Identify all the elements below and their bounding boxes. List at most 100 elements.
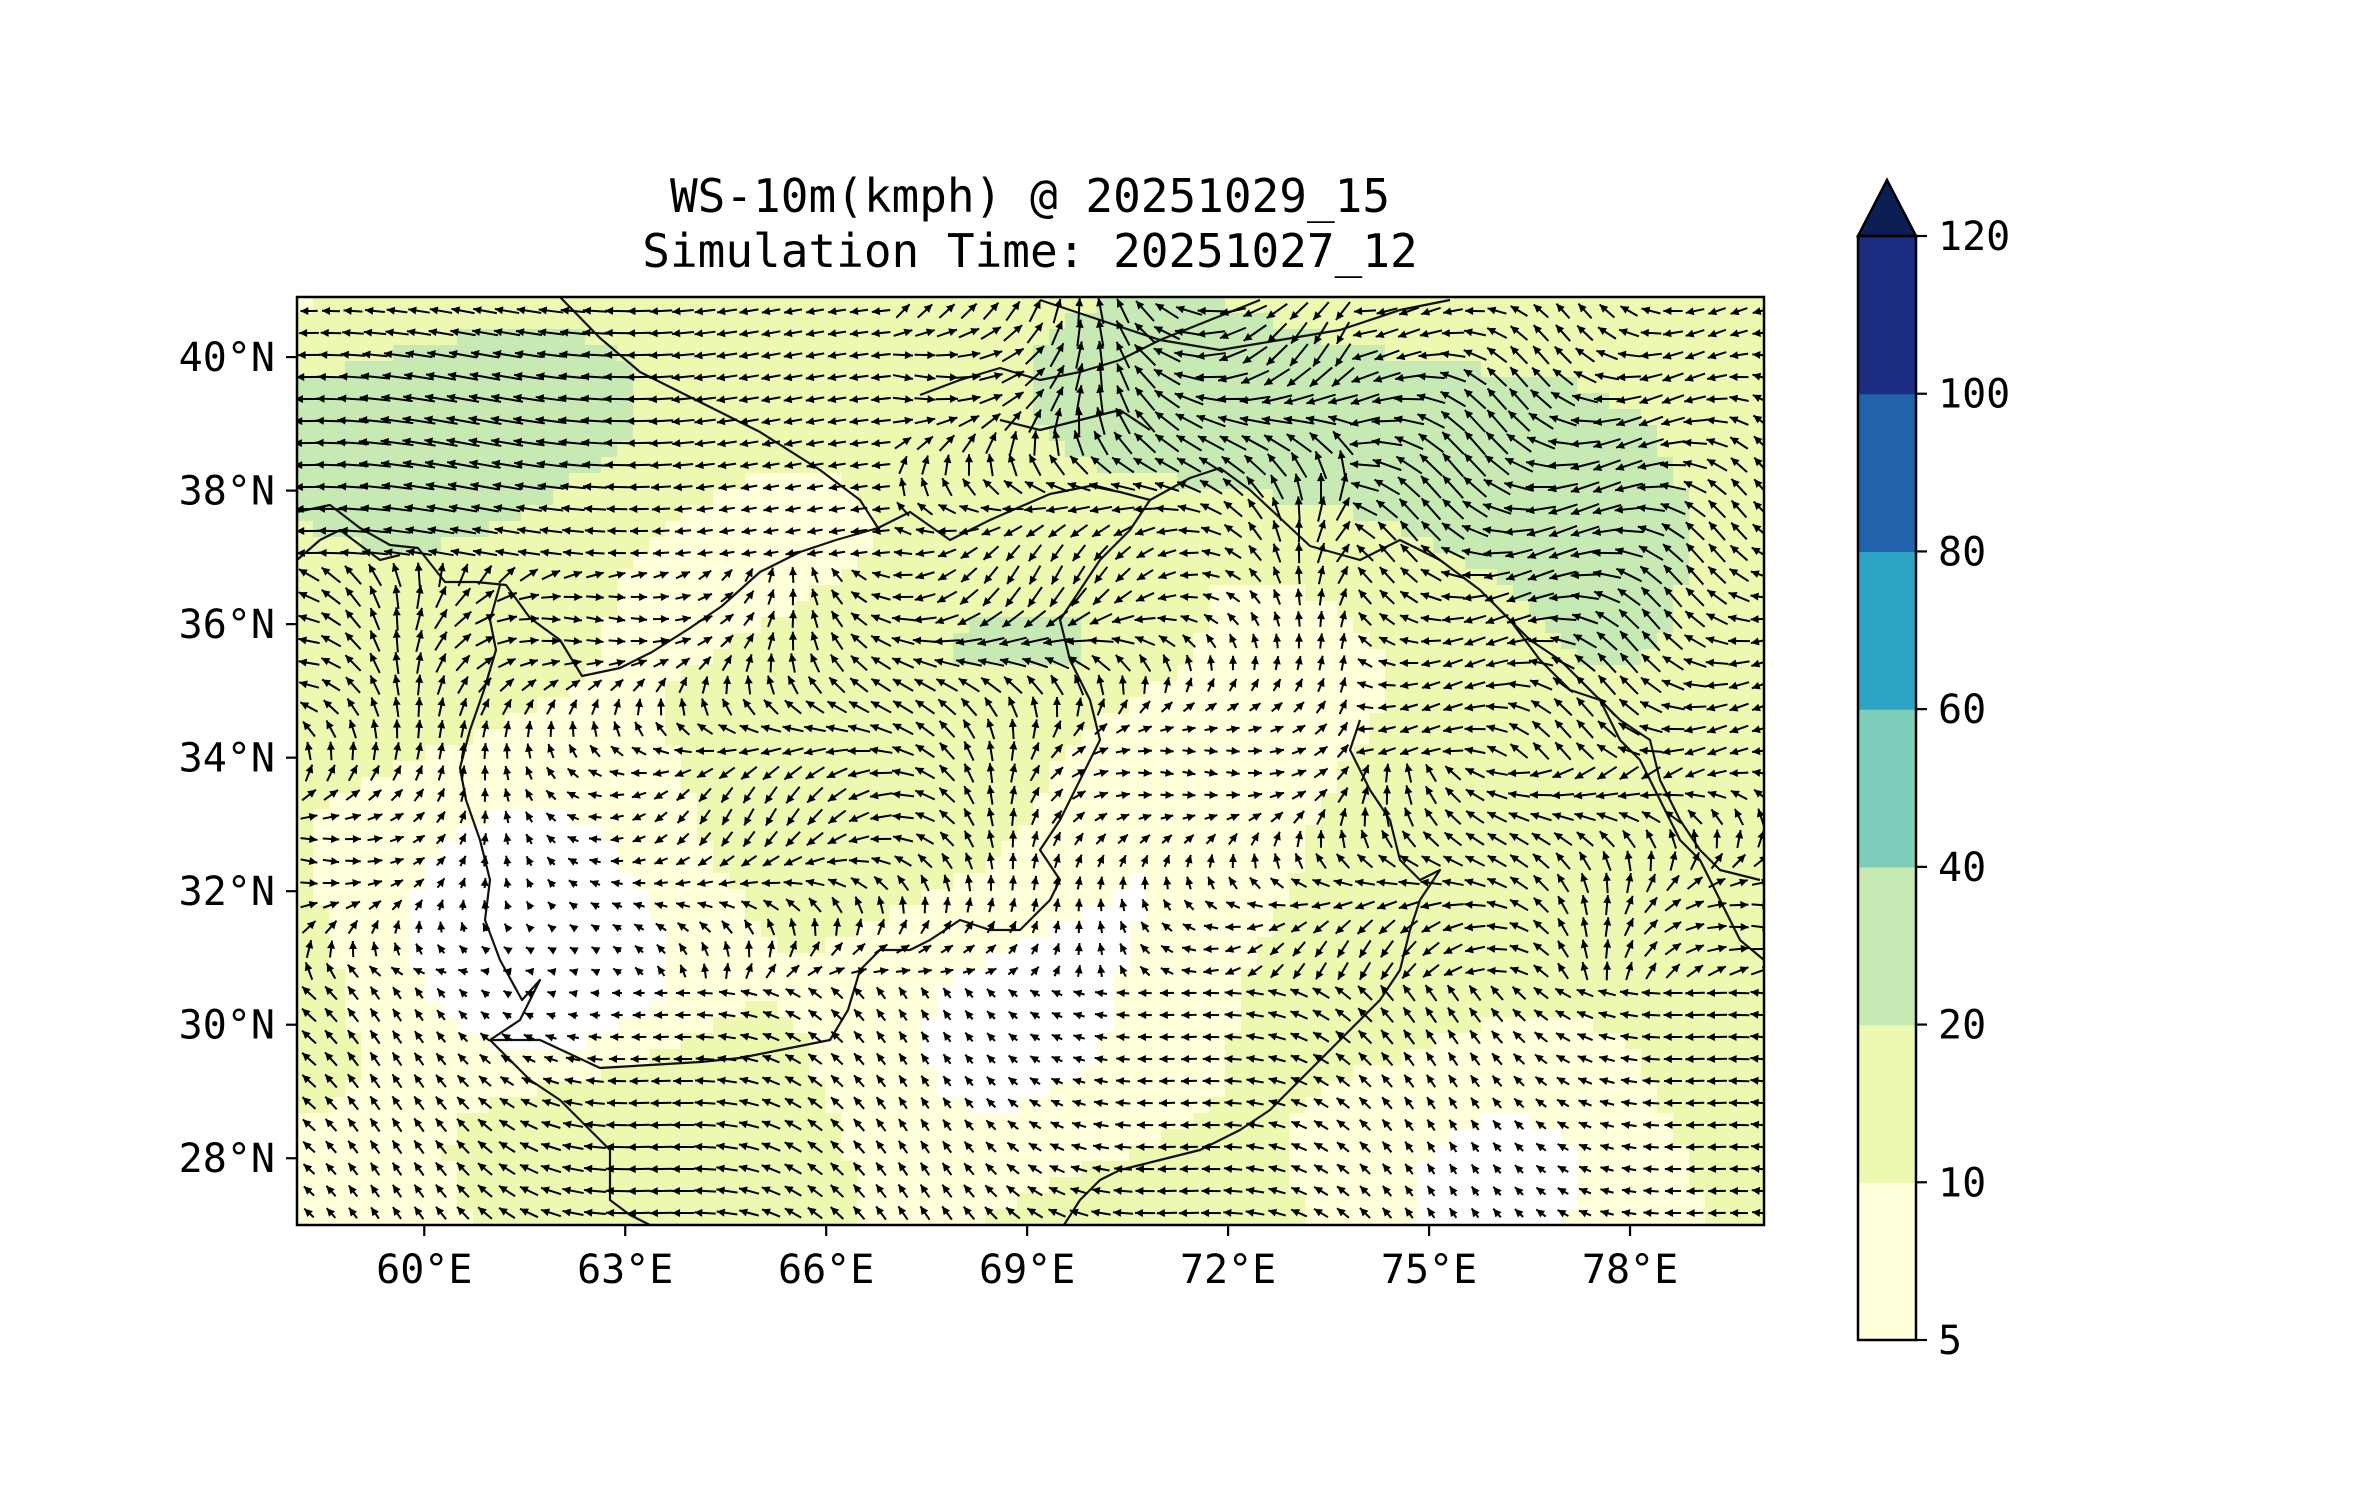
speed-cell xyxy=(665,537,682,554)
speed-cell xyxy=(1273,297,1290,314)
speed-cell xyxy=(633,473,650,490)
speed-cell xyxy=(329,569,346,586)
figure-title-line1: WS-10m(kmph) @ 20251029_15 xyxy=(670,169,1390,223)
speed-cell xyxy=(905,377,922,394)
speed-cell xyxy=(1561,1097,1578,1114)
speed-cell xyxy=(905,361,922,378)
speed-cell xyxy=(361,489,378,506)
speed-cell xyxy=(633,1129,650,1146)
speed-cell xyxy=(1305,601,1322,618)
speed-cell xyxy=(1657,601,1674,618)
speed-cell xyxy=(1593,1017,1610,1034)
speed-cell xyxy=(969,953,986,970)
speed-cell xyxy=(937,345,954,362)
speed-cell xyxy=(1625,537,1642,554)
speed-cell xyxy=(1209,1033,1226,1050)
speed-cell xyxy=(1145,1129,1162,1146)
speed-cell xyxy=(1145,777,1162,794)
speed-cell xyxy=(473,873,490,890)
speed-cell xyxy=(553,425,570,442)
speed-cell xyxy=(313,1145,330,1162)
speed-cell xyxy=(1193,569,1210,586)
speed-cell xyxy=(1193,585,1210,602)
speed-cell xyxy=(1433,313,1450,330)
speed-cell xyxy=(553,793,570,810)
speed-cell xyxy=(873,873,890,890)
speed-cell xyxy=(873,1113,890,1130)
speed-cell xyxy=(681,953,698,970)
speed-cell xyxy=(1545,1145,1562,1162)
speed-cell xyxy=(681,777,698,794)
speed-cell xyxy=(1689,969,1706,986)
speed-cell xyxy=(841,1033,858,1050)
speed-cell xyxy=(1305,425,1322,442)
speed-cell xyxy=(1177,953,1194,970)
speed-cell xyxy=(1721,1129,1738,1146)
speed-cell xyxy=(1289,345,1306,362)
speed-cell xyxy=(1097,1017,1114,1034)
speed-cell xyxy=(793,889,810,906)
speed-cell xyxy=(1161,1081,1178,1098)
speed-cell xyxy=(1385,745,1402,762)
speed-cell xyxy=(1449,329,1466,346)
speed-cell xyxy=(1737,313,1754,330)
speed-cell xyxy=(761,729,778,746)
speed-cell xyxy=(601,505,618,522)
speed-cell xyxy=(1337,505,1354,522)
speed-cell xyxy=(329,585,346,602)
speed-cell xyxy=(1161,729,1178,746)
speed-cell xyxy=(809,489,826,506)
speed-cell xyxy=(377,489,394,506)
speed-cell xyxy=(489,873,506,890)
speed-cell xyxy=(617,393,634,410)
speed-cell xyxy=(1625,345,1642,362)
speed-cell xyxy=(409,729,426,746)
speed-cell xyxy=(1449,377,1466,394)
speed-cell xyxy=(1417,361,1434,378)
speed-cell xyxy=(1737,1017,1754,1034)
map-panel: 28°N30°N32°N34°N36°N38°N40°N 60°E 63°E 66°… xyxy=(179,295,1766,1293)
speed-cell xyxy=(681,1033,698,1050)
speed-cell xyxy=(665,937,682,954)
speed-cell xyxy=(1129,953,1146,970)
speed-cell xyxy=(1033,569,1050,586)
speed-cell xyxy=(1561,713,1578,730)
speed-cell xyxy=(1097,1129,1114,1146)
speed-cell xyxy=(1289,825,1306,842)
speed-cell xyxy=(633,873,650,890)
speed-cell xyxy=(1529,313,1546,330)
speed-cell xyxy=(1257,585,1274,602)
speed-cell xyxy=(665,313,682,330)
speed-cell xyxy=(793,425,810,442)
speed-cell xyxy=(889,425,906,442)
speed-cell xyxy=(425,489,442,506)
speed-cell xyxy=(969,761,986,778)
speed-cell xyxy=(1673,313,1690,330)
speed-cell xyxy=(873,313,890,330)
speed-cell xyxy=(297,297,314,314)
speed-cell xyxy=(377,1033,394,1050)
speed-cell xyxy=(809,777,826,794)
speed-cell xyxy=(1657,313,1674,330)
speed-cell xyxy=(1417,601,1434,618)
speed-cell xyxy=(1385,521,1402,538)
speed-cell xyxy=(1497,361,1514,378)
speed-cell xyxy=(1673,1065,1690,1082)
speed-cell xyxy=(297,377,314,394)
speed-cell xyxy=(713,489,730,506)
speed-cell xyxy=(1577,489,1594,506)
speed-cell xyxy=(425,697,442,714)
speed-cell xyxy=(537,1113,554,1130)
speed-cell xyxy=(1017,1129,1034,1146)
speed-cell xyxy=(521,665,538,682)
speed-cell xyxy=(1145,601,1162,618)
speed-cell xyxy=(1241,953,1258,970)
speed-cell xyxy=(1673,601,1690,618)
speed-cell xyxy=(633,777,650,794)
speed-cell xyxy=(1737,457,1754,474)
speed-cell xyxy=(841,361,858,378)
speed-cell xyxy=(409,425,426,442)
speed-cell xyxy=(1369,1081,1386,1098)
speed-cell xyxy=(729,681,746,698)
speed-cell xyxy=(745,361,762,378)
